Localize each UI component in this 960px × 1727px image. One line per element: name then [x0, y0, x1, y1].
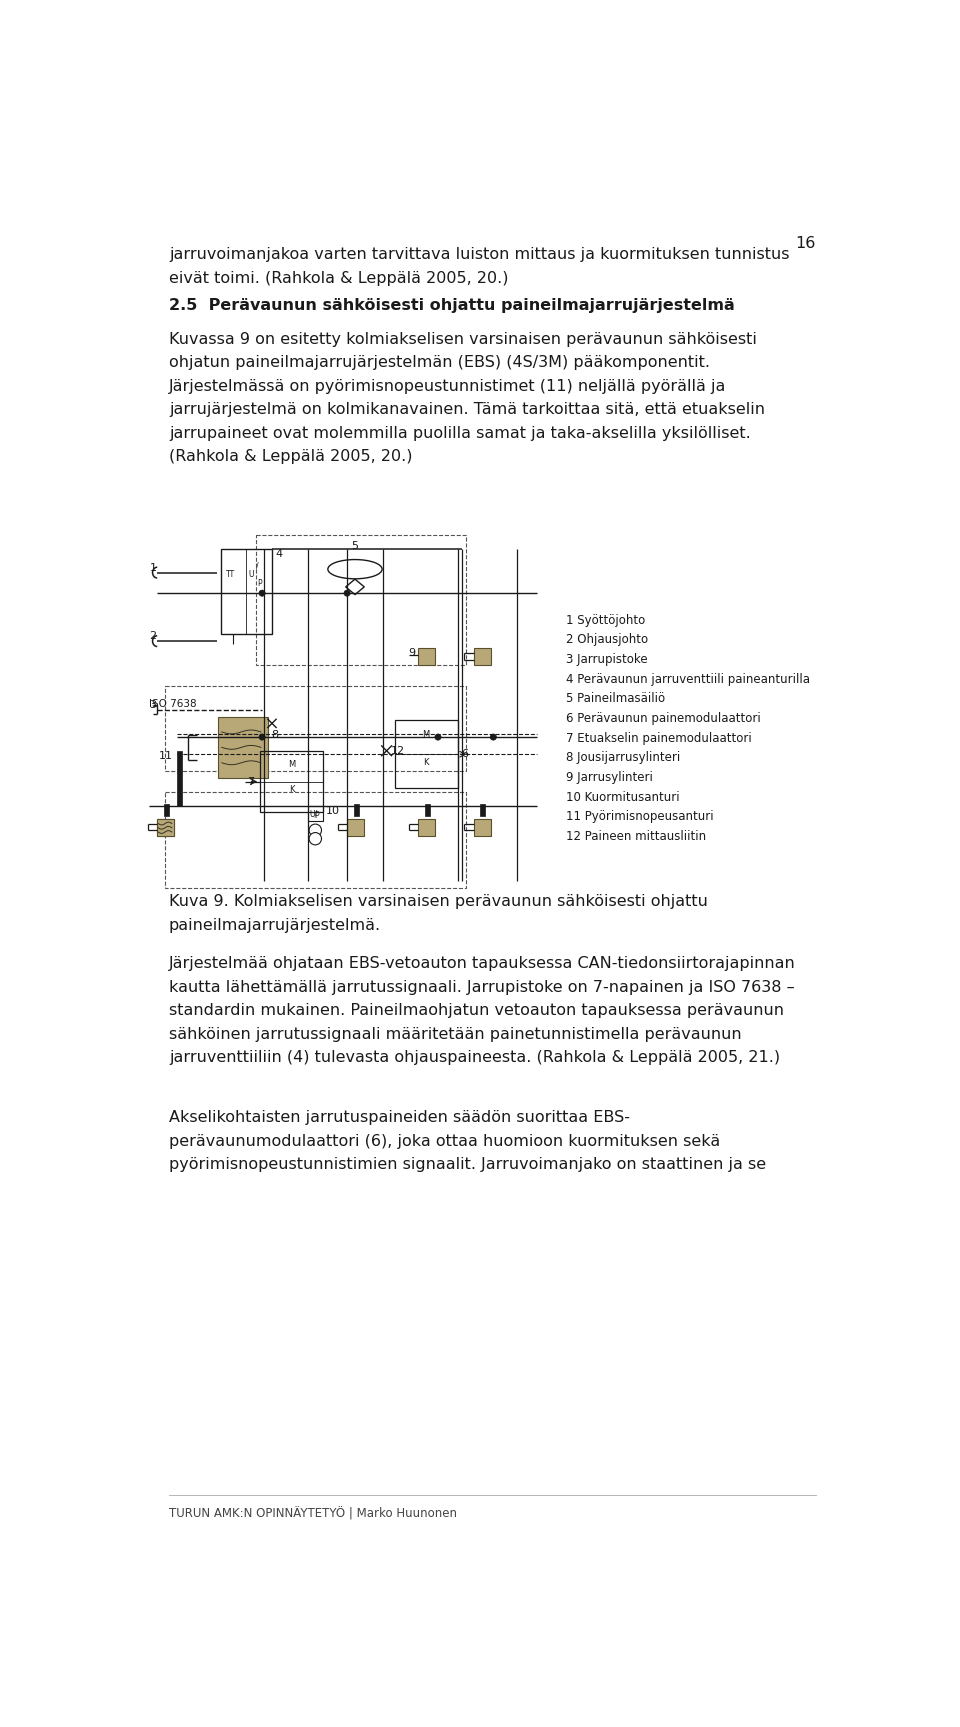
Text: P: P	[315, 812, 319, 820]
Text: 3 Jarrupistoke: 3 Jarrupistoke	[565, 653, 647, 667]
Text: 9 Jarrusylinteri: 9 Jarrusylinteri	[565, 770, 653, 784]
Text: 16: 16	[796, 237, 816, 252]
Bar	[419, 648, 435, 665]
Text: Järjestelmässä on pyörimisnopeustunnistimet (11) neljällä pyörällä ja: Järjestelmässä on pyörimisnopeustunnisti…	[169, 378, 726, 394]
Bar	[218, 717, 268, 779]
Text: Akselikohtaisten jarrutuspaineiden säädön suorittaa EBS-: Akselikohtaisten jarrutuspaineiden säädö…	[169, 1110, 630, 1126]
Bar	[419, 819, 435, 836]
Text: 6: 6	[461, 750, 468, 760]
Bar	[256, 535, 466, 665]
Text: K: K	[289, 784, 295, 794]
Text: jarrupaineet ovat molemmilla puolilla samat ja taka-akselilla yksilölliset.: jarrupaineet ovat molemmilla puolilla sa…	[169, 427, 751, 440]
Bar	[157, 819, 175, 836]
Text: ISO 7638: ISO 7638	[150, 699, 197, 710]
Bar	[165, 686, 466, 772]
Bar	[354, 803, 358, 817]
Text: U/: U/	[309, 810, 317, 819]
Text: K: K	[423, 758, 429, 767]
Text: 12: 12	[392, 746, 405, 756]
Text: pyörimisnopeustunnistimien signaalit. Jarruvoimanjako on staattinen ja se: pyörimisnopeustunnistimien signaalit. Ja…	[169, 1157, 766, 1173]
Bar	[348, 819, 364, 836]
Text: P: P	[257, 579, 262, 587]
Text: U: U	[249, 570, 254, 579]
Text: 8 Jousijarrusylinteri: 8 Jousijarrusylinteri	[565, 751, 680, 765]
Text: perävaunumodulaattori (6), joka ottaa huomioon kuormituksen sekä: perävaunumodulaattori (6), joka ottaa hu…	[169, 1135, 720, 1148]
Circle shape	[259, 591, 265, 596]
Bar	[480, 803, 485, 817]
Text: eivät toimi. (Rahkola & Leppälä 2005, 20.): eivät toimi. (Rahkola & Leppälä 2005, 20…	[169, 271, 509, 285]
Bar	[425, 803, 430, 817]
Text: TURUN AMK:N OPINNÄYTETYÖ | Marko Huunonen: TURUN AMK:N OPINNÄYTETYÖ | Marko Huunone…	[169, 1508, 457, 1520]
Text: Kuva 9. Kolmiakselisen varsinaisen perävaunun sähköisesti ohjattu: Kuva 9. Kolmiakselisen varsinaisen peräv…	[169, 895, 708, 908]
Text: 1 Syöttöjohto: 1 Syöttöjohto	[565, 613, 645, 627]
Text: 7 Etuakselin painemodulaattori: 7 Etuakselin painemodulaattori	[565, 732, 752, 744]
Bar	[307, 805, 324, 820]
Text: 2.5  Perävaunun sähköisesti ohjattu paineilmajarrujärjestelmä: 2.5 Perävaunun sähköisesti ohjattu paine…	[169, 299, 734, 313]
Text: standardin mukainen. Paineilmaohjatun vetoauton tapauksessa perävaunun: standardin mukainen. Paineilmaohjatun ve…	[169, 1003, 783, 1019]
Text: (Rahkola & Leppälä 2005, 20.): (Rahkola & Leppälä 2005, 20.)	[169, 449, 413, 465]
Text: 5: 5	[351, 541, 358, 551]
Text: sähköinen jarrutussignaali määritetään painetunnistimella perävaunun: sähköinen jarrutussignaali määritetään p…	[169, 1028, 741, 1041]
Circle shape	[344, 591, 350, 596]
Text: Kuvassa 9 on esitetty kolmiakselisen varsinaisen perävaunun sähköisesti: Kuvassa 9 on esitetty kolmiakselisen var…	[169, 332, 756, 347]
Text: jarrujärjestelmä on kolmikanavainen. Tämä tarkoittaa sitä, että etuakselin: jarrujärjestelmä on kolmikanavainen. Täm…	[169, 402, 765, 418]
Text: 12 Paineen mittausliitin: 12 Paineen mittausliitin	[565, 829, 706, 843]
Bar	[473, 819, 491, 836]
Text: Järjestelmää ohjataan EBS-vetoauton tapauksessa CAN-tiedonsiirtorajapinnan: Järjestelmää ohjataan EBS-vetoauton tapa…	[169, 957, 796, 972]
Text: jarruventtiiliin (4) tulevasta ohjauspaineesta. (Rahkola & Leppälä 2005, 21.): jarruventtiiliin (4) tulevasta ohjauspai…	[169, 1050, 780, 1066]
Ellipse shape	[328, 560, 382, 579]
Text: 10 Kuormitusanturi: 10 Kuormitusanturi	[565, 791, 680, 803]
Bar	[165, 793, 466, 888]
Circle shape	[259, 734, 265, 741]
Circle shape	[491, 734, 496, 741]
Bar	[221, 549, 272, 634]
Bar	[164, 803, 169, 817]
Text: jarruvoimanjakoa varten tarvittava luiston mittaus ja kuormituksen tunnistus: jarruvoimanjakoa varten tarvittava luist…	[169, 247, 789, 263]
Text: kautta lähettämällä jarrutussignaali. Jarrupistoke on 7-napainen ja ISO 7638 –: kautta lähettämällä jarrutussignaali. Ja…	[169, 979, 795, 995]
Text: 5 Paineilmasäiliö: 5 Paineilmasäiliö	[565, 693, 664, 705]
Text: paineilmajarrujärjestelmä.: paineilmajarrujärjestelmä.	[169, 917, 381, 933]
Text: M: M	[422, 731, 430, 739]
Bar	[157, 819, 175, 836]
Text: /: /	[255, 561, 258, 570]
Text: 3: 3	[150, 699, 156, 710]
Bar	[177, 751, 181, 805]
Text: 4 Perävaunun jarruventtiili paineanturilla: 4 Perävaunun jarruventtiili paineanturil…	[565, 674, 809, 686]
Circle shape	[309, 832, 322, 845]
Polygon shape	[346, 579, 364, 594]
Text: 1: 1	[150, 563, 156, 573]
Text: 11: 11	[159, 751, 173, 762]
Text: 8: 8	[271, 731, 278, 741]
Text: 9: 9	[408, 648, 415, 658]
Text: TT: TT	[226, 570, 235, 579]
Bar	[260, 751, 324, 812]
Text: 2 Ohjausjohto: 2 Ohjausjohto	[565, 634, 648, 646]
Text: 2: 2	[150, 630, 156, 641]
Text: 4: 4	[276, 549, 282, 558]
Bar	[395, 720, 458, 789]
Circle shape	[435, 734, 441, 741]
Text: ohjatun paineilmajarrujärjestelmän (EBS) (4S/3M) pääkomponentit.: ohjatun paineilmajarrujärjestelmän (EBS)…	[169, 356, 709, 371]
Text: 7: 7	[247, 777, 253, 786]
Text: 11 Pyörimisnopeusanturi: 11 Pyörimisnopeusanturi	[565, 810, 713, 824]
Bar	[473, 648, 491, 665]
Text: 6 Perävaunun painemodulaattori: 6 Perävaunun painemodulaattori	[565, 712, 760, 725]
Text: 10: 10	[326, 805, 340, 815]
Text: M: M	[288, 760, 296, 769]
Circle shape	[309, 824, 322, 836]
